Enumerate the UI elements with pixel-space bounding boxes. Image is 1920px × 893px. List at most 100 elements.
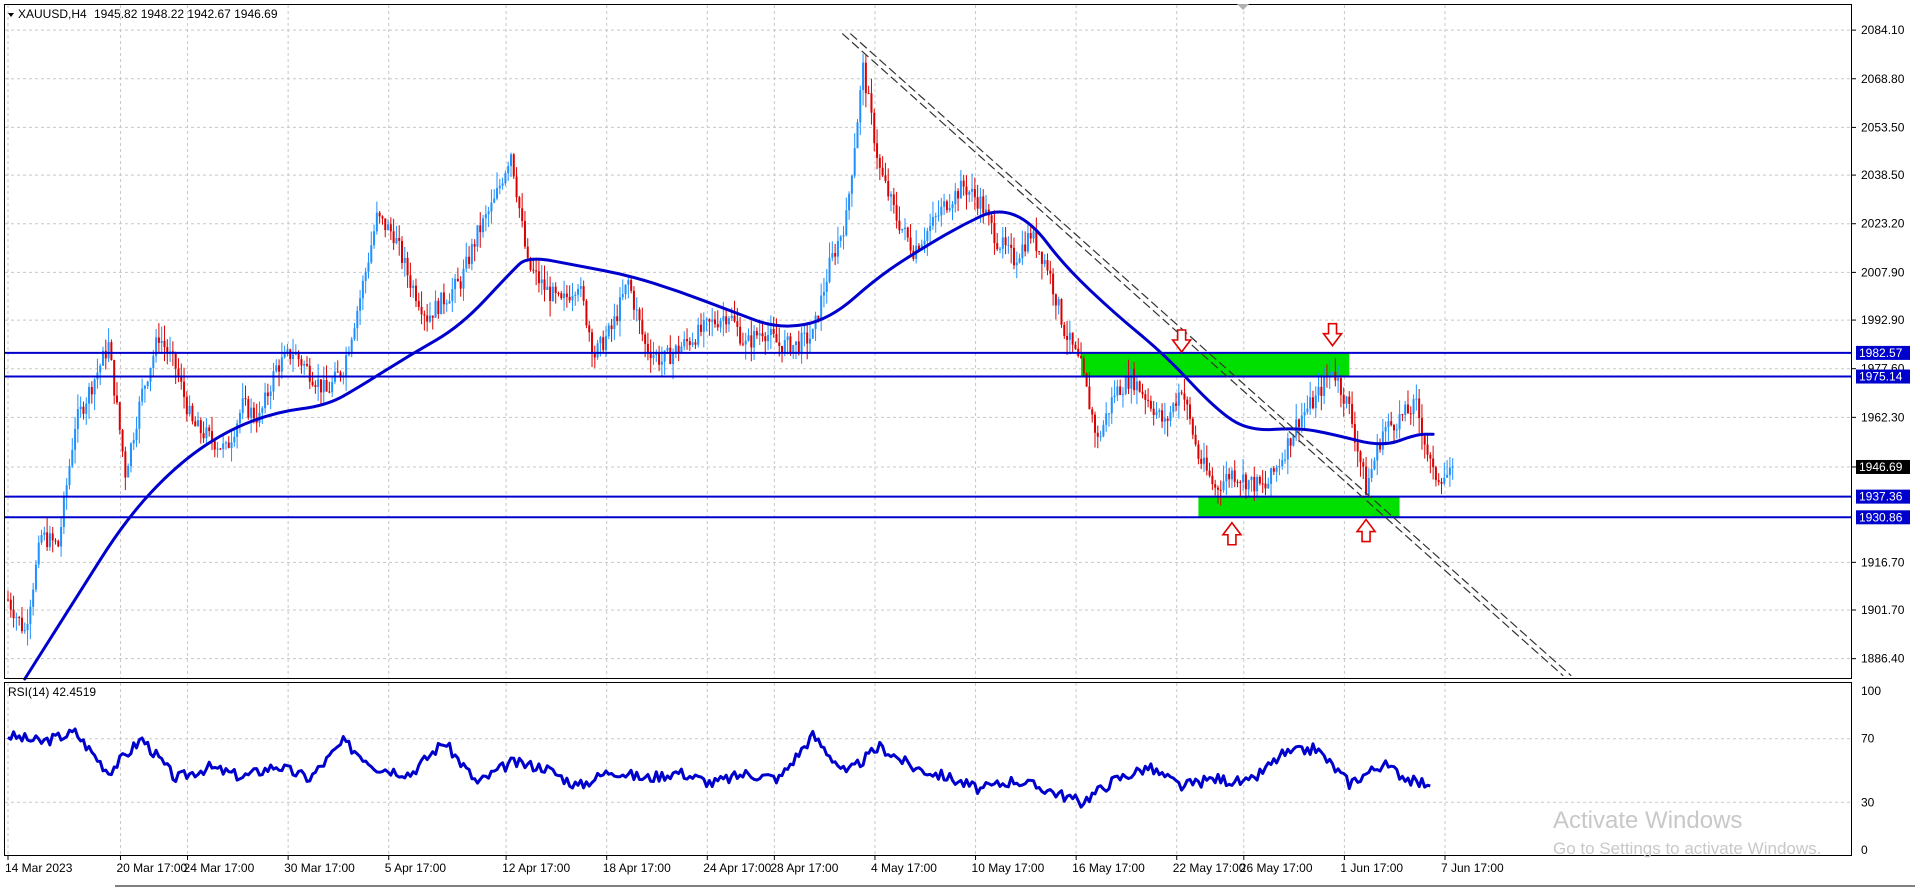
candle-bear — [1052, 273, 1055, 295]
candle-bear — [1127, 375, 1130, 389]
candle-bull — [353, 328, 356, 340]
candle-bear — [90, 387, 93, 395]
candle-bear — [532, 269, 535, 271]
candle-bear — [789, 336, 792, 354]
candle-bear — [1244, 474, 1247, 490]
price-tick-label: 2053.50 — [1861, 120, 1905, 134]
candle-bull — [1163, 418, 1166, 422]
arrow-up-icon[interactable] — [1355, 518, 1377, 543]
candle-bull — [979, 196, 982, 209]
candle-bear — [806, 332, 809, 344]
candle-bear — [118, 402, 121, 431]
arrow-up-icon[interactable] — [1221, 521, 1243, 546]
horizontal-levels-layer[interactable] — [5, 351, 1852, 519]
support-zone[interactable] — [1198, 496, 1400, 518]
candle-bear — [1228, 473, 1231, 480]
candle-bear — [166, 347, 169, 354]
candle-bear — [1216, 487, 1219, 490]
candle-bull — [331, 381, 334, 393]
arrow-down-icon[interactable] — [1321, 322, 1344, 347]
candle-bear — [982, 196, 985, 214]
candle-bull — [509, 154, 512, 167]
candle-bull — [448, 301, 451, 304]
main-panel-border — [4, 4, 1852, 679]
rsi-line — [7, 727, 1431, 809]
candle-bear — [1147, 399, 1150, 401]
candle-bull — [624, 284, 627, 295]
time-tick-label: 26 May 17:00 — [1240, 861, 1313, 875]
time-tick-label: 10 May 17:00 — [972, 861, 1045, 875]
candle-bull — [1395, 429, 1398, 431]
candle-bear — [1297, 419, 1300, 427]
candle-bull — [1110, 397, 1113, 414]
candle-bear — [1085, 373, 1088, 387]
candle-bear — [1239, 482, 1242, 484]
candle-bear — [208, 427, 211, 432]
candle-bull — [197, 420, 200, 427]
main-panel[interactable]: 2084.10 2068.80 2053.50 2038.50 2023.20 2007.… — [4, 4, 1911, 681]
candle-bear — [20, 617, 23, 632]
trendline-stroke[interactable] — [849, 33, 1572, 677]
resistance-zone[interactable] — [1081, 352, 1350, 377]
candle-bull — [666, 347, 669, 351]
candle-bear — [817, 315, 820, 320]
candle-bear — [9, 599, 12, 610]
arrow-down-icon[interactable] — [1171, 329, 1193, 354]
candle-bear — [1348, 396, 1351, 404]
candle-bull — [1370, 469, 1373, 478]
candle-bear — [308, 365, 311, 382]
candle-bull — [79, 406, 82, 410]
candle-bear — [54, 540, 57, 542]
candle-bear — [1205, 457, 1208, 471]
candle-bear — [1379, 443, 1382, 450]
candle-bear — [82, 406, 85, 414]
symbol-menu-triangle-icon[interactable] — [8, 13, 14, 17]
trendline-layer[interactable] — [841, 33, 1572, 677]
candle-bull — [88, 387, 91, 404]
candle-bull — [1270, 468, 1273, 484]
chart-shift-marker-icon[interactable] — [1237, 4, 1249, 10]
candle-bull — [132, 440, 135, 444]
candle-bear — [892, 194, 895, 206]
candle-bear — [1191, 418, 1194, 435]
candle-bull — [43, 532, 46, 536]
candle-bear — [1060, 299, 1063, 325]
candle-bear — [881, 167, 884, 176]
candle-bear — [1359, 451, 1362, 463]
candle-bull — [901, 228, 904, 231]
candle-bull — [286, 349, 289, 353]
candle-bear — [962, 180, 965, 187]
candle-bear — [906, 227, 909, 238]
candle-bull — [241, 398, 244, 414]
level-price-tag — [1856, 489, 1910, 504]
candle-bear — [210, 431, 213, 442]
candle-bull — [971, 188, 974, 192]
candle-bull — [272, 371, 275, 392]
candle-bear — [909, 237, 912, 251]
candle-bull — [1256, 476, 1259, 492]
candle-bull — [462, 268, 465, 289]
activate-windows-title: Activate Windows — [1553, 807, 1742, 834]
candle-bear — [876, 143, 879, 158]
rsi-panel[interactable]: 0 30 70 100 RSI(14) 42.4519 — [4, 682, 1882, 858]
price-tick-label: 2038.50 — [1861, 168, 1905, 182]
candle-bull — [579, 286, 582, 289]
candle-bear — [1066, 335, 1069, 340]
candle-bull — [848, 193, 851, 211]
candle-bear — [414, 285, 417, 302]
candle-bull — [1230, 470, 1233, 480]
trendline-stroke[interactable] — [841, 33, 1564, 677]
candle-bull — [705, 319, 708, 321]
arrows-layer[interactable] — [1171, 322, 1377, 546]
candle-bull — [261, 408, 264, 413]
time-tick-label: 30 Mar 17:00 — [284, 861, 355, 875]
candle-bear — [252, 407, 255, 419]
candle-bull — [493, 198, 496, 203]
candle-bull — [34, 564, 37, 590]
candle-bull — [1448, 467, 1451, 475]
candle-bull — [822, 291, 825, 296]
candle-bull — [607, 325, 610, 337]
candle-bear — [557, 293, 560, 295]
